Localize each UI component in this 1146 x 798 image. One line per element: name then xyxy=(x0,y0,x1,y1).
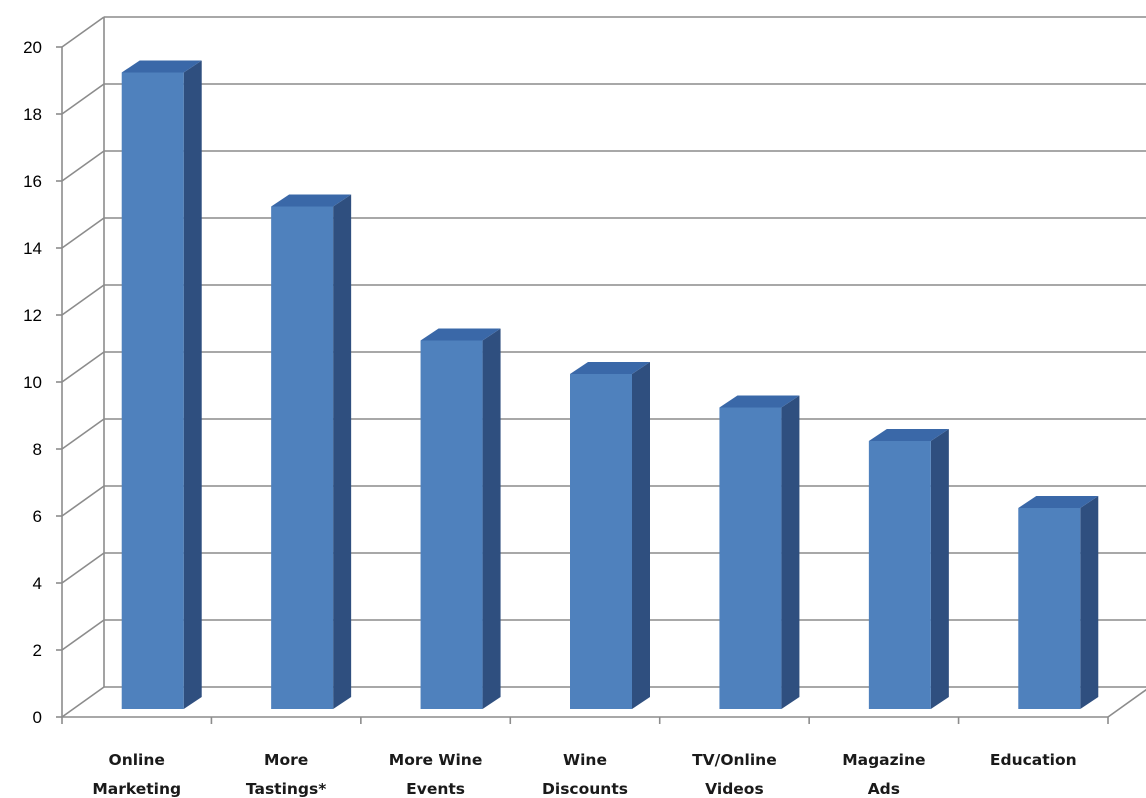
gridline-side xyxy=(61,16,105,48)
x-tick-label: More xyxy=(264,751,308,769)
gridline-side xyxy=(61,686,105,718)
x-tick-label: TV/Online xyxy=(692,751,777,769)
x-tick-label: Ads xyxy=(868,780,900,798)
bar-front xyxy=(570,374,632,709)
y-tick-label: 4 xyxy=(33,574,42,593)
x-tick-label: Magazine xyxy=(842,751,925,769)
bar-side xyxy=(1080,496,1099,709)
gridline-side xyxy=(61,150,105,182)
bar-top xyxy=(570,362,650,374)
bar-top xyxy=(719,395,800,408)
bar-side xyxy=(930,429,949,709)
floor-edge xyxy=(1107,688,1146,718)
y-tick-label: 20 xyxy=(23,38,42,57)
bar xyxy=(271,194,352,709)
axes xyxy=(56,17,1146,724)
bar xyxy=(719,395,800,709)
bar-top xyxy=(1018,496,1099,508)
bar-top xyxy=(868,429,949,441)
bar-top xyxy=(271,194,352,207)
bar-front xyxy=(868,441,931,709)
bar-front xyxy=(121,72,184,709)
gridline-side xyxy=(61,83,105,115)
x-tick-labels: Online Marketing More Tastings* More Wine Eve… xyxy=(92,751,1076,798)
gridline-side xyxy=(61,552,105,584)
x-tick-label: Tastings* xyxy=(246,780,326,798)
y-tick-label: 8 xyxy=(33,440,42,459)
bar xyxy=(420,328,501,709)
bar-front xyxy=(420,340,483,709)
y-tick-label: 12 xyxy=(23,306,42,325)
x-tick-label: Marketing xyxy=(92,780,181,798)
x-tick-label: Discounts xyxy=(542,780,628,798)
bar-side xyxy=(632,362,650,709)
gridline-side xyxy=(61,418,105,450)
x-tick-label: Online xyxy=(109,751,165,769)
bar-side xyxy=(482,328,501,709)
gridline-side xyxy=(61,284,105,316)
x-tick-label: Wine xyxy=(563,751,607,769)
y-tick-label: 0 xyxy=(33,708,42,727)
y-tick-label: 16 xyxy=(23,172,42,191)
bar xyxy=(1018,496,1099,709)
x-tick-label: Videos xyxy=(705,780,764,798)
x-tick-label: More Wine xyxy=(389,751,483,769)
bar-top xyxy=(420,328,501,341)
y-tick-label: 6 xyxy=(33,507,42,526)
bar-front xyxy=(719,407,782,709)
bar xyxy=(868,429,949,709)
y-tick-label: 14 xyxy=(23,239,42,258)
bars xyxy=(121,60,1099,709)
x-tick-label: Education xyxy=(990,751,1077,769)
gridline-side xyxy=(61,485,105,517)
bar-side xyxy=(333,194,352,709)
gridline-side xyxy=(61,217,105,249)
gridline-side xyxy=(61,619,105,651)
x-tick-label: Events xyxy=(406,780,465,798)
bar-front xyxy=(271,206,334,709)
y-tick-label: 10 xyxy=(23,373,42,392)
y-tick-label: 18 xyxy=(23,105,42,124)
y-tick-label: 2 xyxy=(33,641,42,660)
bar-top xyxy=(121,60,202,73)
bar-side xyxy=(781,395,800,709)
y-tick-labels: 0 2 4 6 8 10 12 14 16 18 20 xyxy=(23,38,42,727)
bar-side xyxy=(183,60,202,709)
bar xyxy=(121,60,202,709)
bar xyxy=(570,362,650,709)
bar-front xyxy=(1018,508,1081,709)
gridline-side xyxy=(61,351,105,383)
